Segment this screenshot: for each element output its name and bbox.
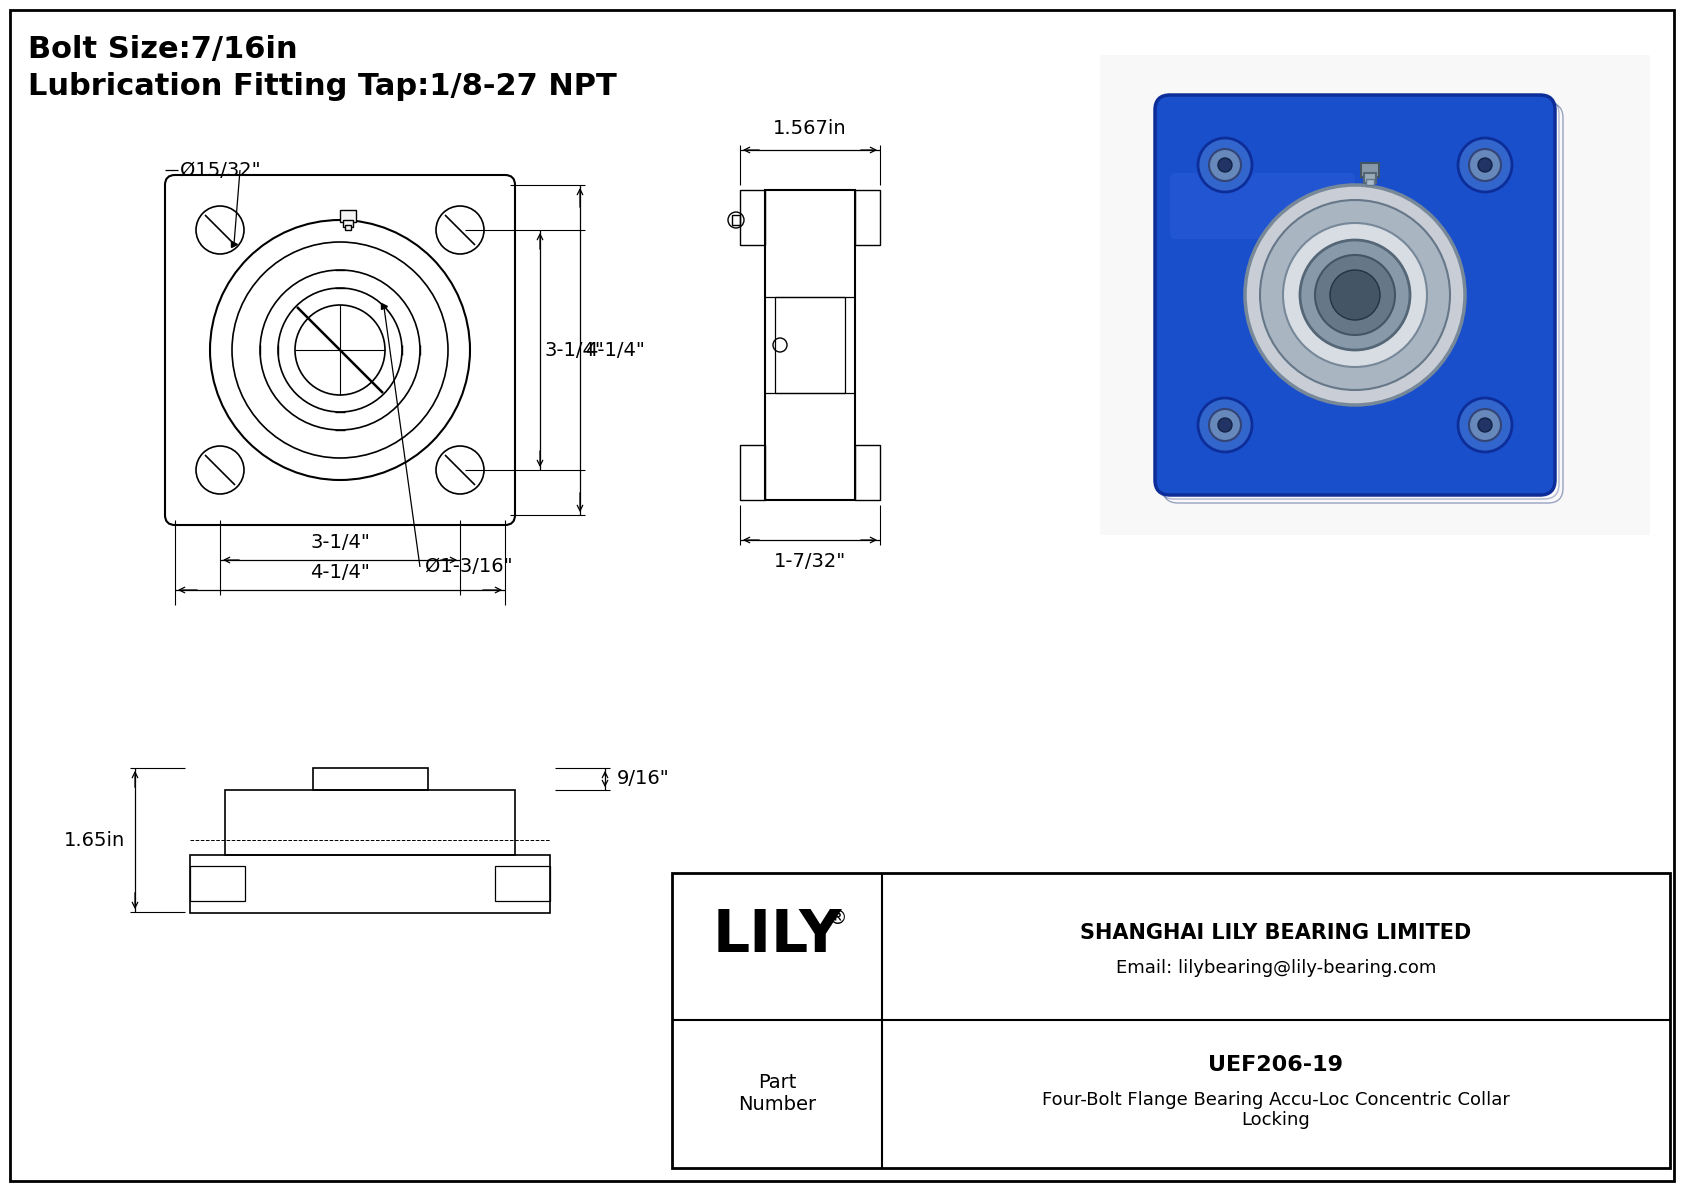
- Bar: [733, 216, 739, 225]
- Circle shape: [1197, 398, 1251, 453]
- Circle shape: [1458, 138, 1512, 192]
- Bar: [855, 191, 881, 245]
- Text: Lubrication Fitting Tap:1/8-27 NPT: Lubrication Fitting Tap:1/8-27 NPT: [29, 71, 616, 101]
- Bar: [739, 445, 765, 500]
- Bar: [672, 873, 1671, 1168]
- Text: 4-1/4": 4-1/4": [310, 563, 370, 582]
- Text: Four-Bolt Flange Bearing Accu-Loc Concentric Collar
Locking: Four-Bolt Flange Bearing Accu-Loc Concen…: [1042, 1091, 1511, 1129]
- Bar: [344, 220, 354, 227]
- Circle shape: [1468, 409, 1500, 441]
- Text: 1-7/32": 1-7/32": [775, 551, 845, 570]
- Bar: [1361, 163, 1379, 177]
- FancyBboxPatch shape: [1170, 173, 1356, 239]
- Text: Ø1-3/16": Ø1-3/16": [424, 557, 512, 576]
- Bar: [765, 191, 855, 500]
- Text: Part
Number: Part Number: [738, 1073, 817, 1114]
- Circle shape: [1209, 409, 1241, 441]
- Text: UEF206-19: UEF206-19: [1209, 1055, 1344, 1075]
- Circle shape: [1218, 158, 1233, 172]
- Circle shape: [1209, 149, 1241, 181]
- Bar: [190, 866, 244, 902]
- Text: SHANGHAI LILY BEARING LIMITED: SHANGHAI LILY BEARING LIMITED: [1081, 923, 1472, 943]
- Bar: [775, 297, 845, 393]
- Bar: [345, 225, 350, 230]
- Bar: [739, 191, 765, 245]
- Circle shape: [1330, 270, 1379, 320]
- Text: 9/16": 9/16": [616, 769, 670, 788]
- Bar: [1366, 179, 1374, 185]
- Text: 1.65in: 1.65in: [64, 830, 125, 849]
- FancyBboxPatch shape: [1155, 95, 1554, 495]
- Bar: [340, 210, 355, 222]
- Text: Email: lilybearing@lily-bearing.com: Email: lilybearing@lily-bearing.com: [1116, 959, 1436, 977]
- Text: 4-1/4": 4-1/4": [584, 341, 645, 360]
- Circle shape: [1197, 138, 1251, 192]
- Text: 3-1/4": 3-1/4": [310, 534, 370, 551]
- Bar: [1364, 173, 1376, 183]
- Bar: [313, 768, 428, 790]
- Circle shape: [1283, 223, 1426, 367]
- Circle shape: [1479, 158, 1492, 172]
- Bar: [855, 445, 881, 500]
- Text: ®: ®: [827, 909, 847, 928]
- Circle shape: [1218, 418, 1233, 432]
- Bar: [495, 866, 551, 902]
- Circle shape: [1458, 398, 1512, 453]
- Bar: [226, 790, 515, 855]
- Bar: [190, 855, 551, 913]
- Text: LILY: LILY: [712, 908, 842, 965]
- Circle shape: [1244, 185, 1465, 405]
- Text: Bolt Size:7/16in: Bolt Size:7/16in: [29, 35, 298, 64]
- Text: Ø15/32": Ø15/32": [180, 161, 261, 180]
- Circle shape: [1315, 255, 1394, 335]
- Circle shape: [1479, 418, 1492, 432]
- Text: 3-1/4": 3-1/4": [546, 341, 605, 360]
- Circle shape: [1300, 241, 1410, 350]
- Bar: [1100, 55, 1650, 535]
- Circle shape: [1468, 149, 1500, 181]
- Text: 1.567in: 1.567in: [773, 119, 847, 138]
- Circle shape: [1260, 200, 1450, 389]
